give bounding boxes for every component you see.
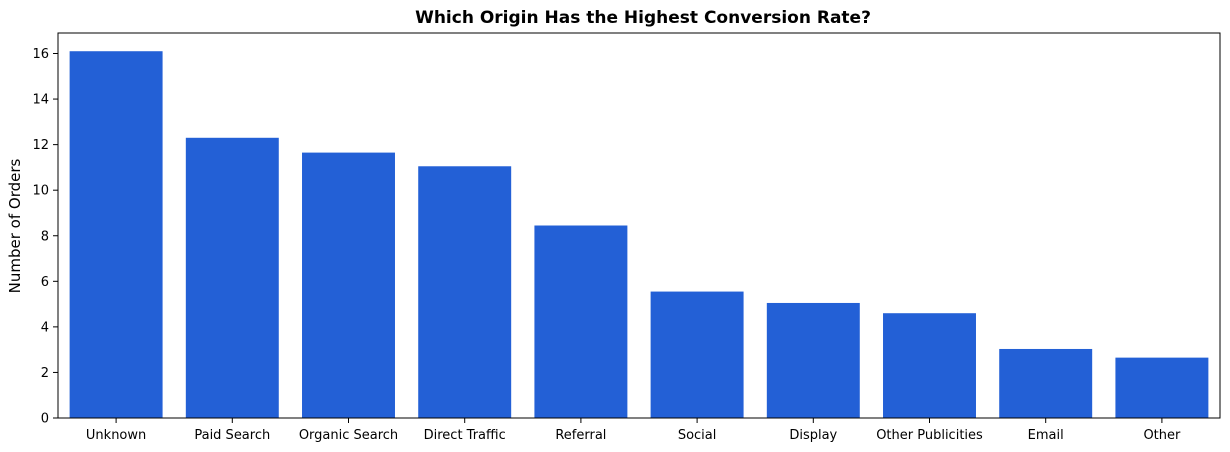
bar-direct-traffic: [418, 166, 512, 418]
x-tick-label: Other: [1143, 428, 1181, 443]
x-tick-label: Other Publicities: [876, 428, 983, 443]
bar-social: [650, 291, 744, 418]
plot-frame: [57, 32, 1221, 419]
y-tick-label: 0: [41, 412, 49, 427]
axes-layer: [57, 32, 1221, 419]
x-tick-label: Referral: [555, 428, 606, 443]
bar-other: [1115, 357, 1209, 418]
bar-unknown: [69, 51, 163, 418]
x-tick-label: Paid Search: [194, 428, 270, 443]
x-tick-label: Email: [1028, 428, 1064, 443]
bar-paid-search: [185, 137, 279, 419]
x-tick-label: Unknown: [86, 428, 146, 443]
bar-display: [766, 302, 860, 418]
bar-referral: [534, 225, 628, 418]
bars-layer: [69, 51, 1209, 419]
y-tick-label: 16: [32, 47, 49, 62]
x-tick-label: Social: [678, 428, 717, 443]
y-tick-label: 2: [41, 366, 49, 381]
y-tick-label: 6: [41, 275, 49, 290]
chart-title: Which Origin Has the Highest Conversion …: [415, 8, 871, 28]
x-tick-label: Organic Search: [299, 428, 398, 443]
y-tick-label: 10: [32, 184, 49, 199]
y-tick-label: 14: [32, 93, 49, 108]
y-tick-label: 4: [41, 320, 49, 335]
bar-other-publicities: [883, 313, 976, 418]
bar-organic-search: [302, 152, 395, 418]
x-tick-label: Display: [789, 428, 837, 443]
y-axis-label: Number of Orders: [6, 158, 24, 293]
x-axis-ticks: Unknown Paid Search Organic Search Direct T…: [86, 418, 1181, 443]
y-axis-ticks: 0 2 4 6 8 10 12 14 16: [32, 47, 58, 427]
y-tick-label: 12: [32, 138, 49, 153]
x-tick-label: Direct Traffic: [424, 428, 506, 443]
bar-email: [999, 348, 1093, 418]
y-tick-label: 8: [41, 229, 49, 244]
